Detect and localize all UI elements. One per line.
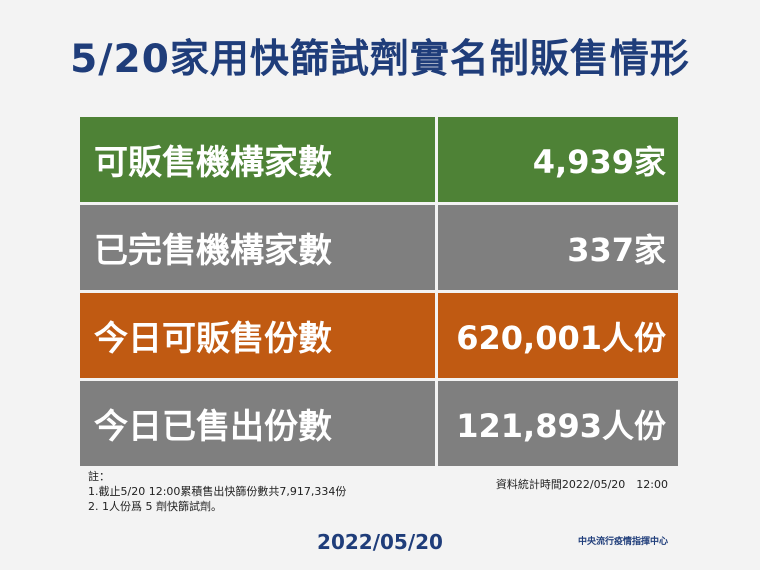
row-label: 可販售機構家數: [80, 117, 435, 202]
table-row-soldout-institutions: 已完售機構家數 337家: [80, 205, 678, 290]
row-value: 337家: [438, 205, 678, 290]
statistics-time: 資料統計時間2022/05/20 12:00: [495, 478, 668, 491]
row-value: 121,893人份: [438, 381, 678, 466]
table-row-available-doses: 今日可販售份數 620,001人份: [80, 293, 678, 378]
page-title: 5/20家用快篩試劑實名制販售情形: [70, 37, 690, 82]
table-row-available-institutions: 可販售機構家數 4,939家: [80, 117, 678, 202]
note-item-1: 1.截止5/20 12:00累積售出快篩份數共7,917,334份: [88, 485, 347, 498]
row-label: 今日可販售份數: [80, 293, 435, 378]
note-item-2: 2. 1人份爲 5 劑快篩試劑。: [88, 500, 222, 513]
row-value: 620,001人份: [438, 293, 678, 378]
organization-name: 中央流行疫情指揮中心: [577, 537, 668, 547]
notes-heading: 註：: [88, 470, 110, 483]
publish-date: 2022/05/20: [317, 530, 443, 554]
row-label: 已完售機構家數: [80, 205, 435, 290]
stats-table: 可販售機構家數 4,939家 已完售機構家數 337家 今日可販售份數 620,…: [80, 117, 678, 469]
table-row-sold-doses: 今日已售出份數 121,893人份: [80, 381, 678, 466]
footnotes: 註： 1.截止5/20 12:00累積售出快篩份數共7,917,334份 2. …: [88, 469, 346, 514]
row-label: 今日已售出份數: [80, 381, 435, 466]
row-value: 4,939家: [438, 117, 678, 202]
